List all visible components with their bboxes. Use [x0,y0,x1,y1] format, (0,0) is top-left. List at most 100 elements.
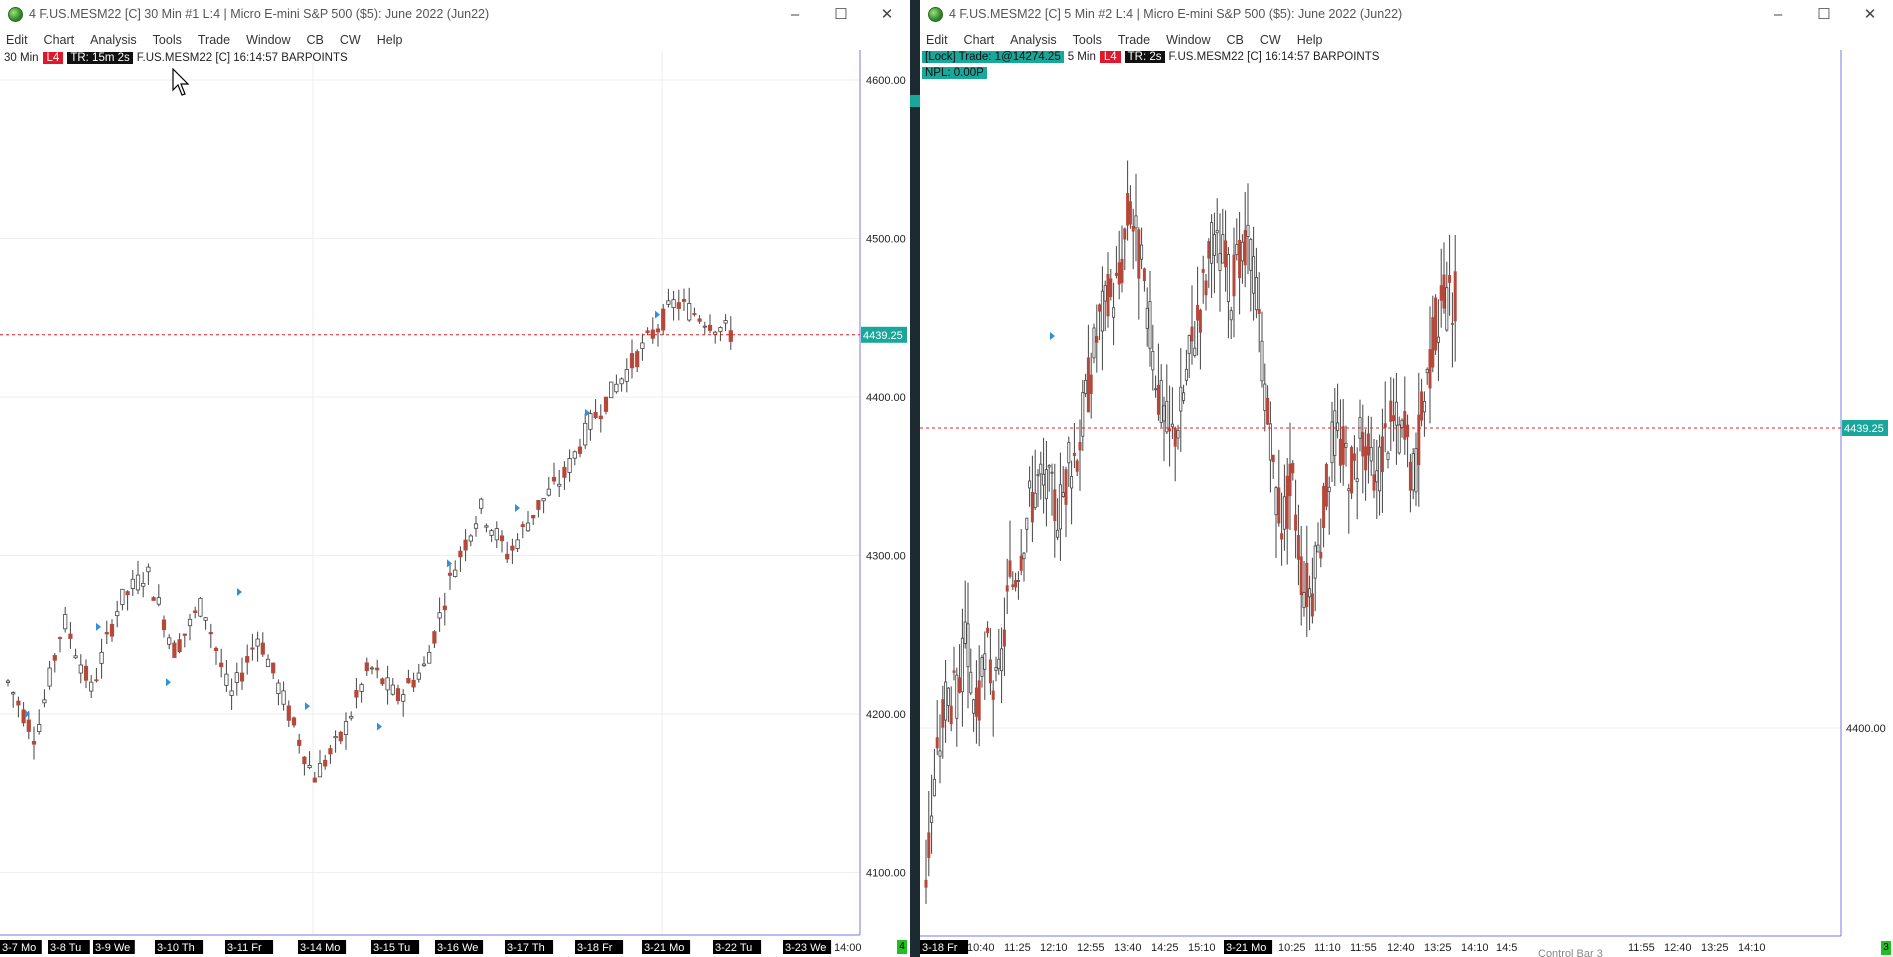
maximize-icon[interactable]: ☐ [834,6,848,23]
menu-analysis[interactable]: Analysis [1010,32,1057,47]
candle [52,655,57,661]
date-label-bg [155,940,204,954]
candle [1002,629,1006,647]
candle [1254,277,1258,311]
date-label-bg [225,940,274,954]
menu-tools[interactable]: Tools [152,32,182,47]
minimize-icon[interactable]: – [1773,5,1783,23]
time-axis-label: 14:10 [1738,942,1766,954]
candle [1061,492,1065,497]
candle [930,815,934,823]
candle [1000,648,1004,672]
window-divider[interactable] [910,0,920,957]
candle [78,664,83,674]
candle [1140,244,1144,260]
candle [531,514,536,519]
menu-chart[interactable]: Chart [963,32,995,47]
menu-cw[interactable]: CW [1259,32,1281,47]
candle [1422,401,1426,413]
candle [935,737,939,749]
candle [1207,241,1211,259]
candle [297,739,302,746]
candle [141,582,146,587]
candle [1176,429,1180,439]
lock-trade-badge[interactable]: [Lock] Trade: 1@14274.25 [922,50,1064,63]
time-axis-label: 11:10 [1314,942,1341,954]
candle [260,642,265,655]
candle [130,578,135,589]
menu-edit[interactable]: Edit [6,32,28,47]
candle [1294,514,1298,531]
candle [1044,469,1048,500]
candle [977,680,981,721]
candle [1355,478,1359,483]
candle [406,678,411,684]
candle [1081,392,1085,437]
candle [603,396,609,412]
candle [1344,442,1348,448]
candle [302,756,307,765]
candle [1338,438,1342,466]
candle [702,325,707,328]
close-icon[interactable]: ✕ [1863,6,1877,23]
candle [286,705,291,721]
candle [1112,307,1116,318]
date-axis-label: 3-15 Tu [373,942,410,954]
current-price-tag: 4439.25 [1844,423,1884,435]
maximize-icon[interactable]: ☐ [1817,6,1831,23]
menu-trade[interactable]: Trade [197,32,231,47]
candle [650,329,655,339]
close-icon[interactable]: ✕ [880,6,894,23]
candle [1148,301,1152,349]
candle [16,700,21,706]
candle [952,670,956,673]
title-bar[interactable]: 4 F.US.MESM22 [C] 30 Min #1 L:4 | Micro … [0,0,910,28]
menu-trade[interactable]: Trade [1117,32,1151,47]
price-chart-5min[interactable]: 4400.00 4439.25 3-18 Fr 10:40 11:25 12:10 12:5… [920,0,1893,957]
candle [395,688,401,702]
title-bar[interactable]: 4 F.US.MESM22 [C] 5 Min #2 L:4 | Micro E… [920,0,1893,28]
candle [120,588,125,605]
date-axis-label: 3-23 We [785,942,826,954]
time-axis-label: 14:5 [1496,942,1517,954]
candle [1210,222,1214,264]
candle [960,637,964,693]
menu-edit[interactable]: Edit [926,32,948,47]
menu-help[interactable]: Help [1296,32,1323,47]
candle [1288,463,1292,497]
candle [104,632,109,635]
candle [250,647,255,650]
date-label-bg [642,940,691,954]
menu-tools[interactable]: Tools [1072,32,1102,47]
candle [974,687,978,717]
menu-cb[interactable]: CB [306,32,324,47]
candle [364,662,369,672]
candle [401,694,406,702]
candle [1319,551,1323,559]
menu-cb[interactable]: CB [1226,32,1244,47]
candle [1117,262,1121,285]
menu-chart[interactable]: Chart [43,32,75,47]
candle [1380,436,1384,473]
minimize-icon[interactable]: – [790,5,800,23]
menu-cw[interactable]: CW [339,32,361,47]
candle [1232,254,1236,297]
interval-label: 30 Min [4,51,39,64]
signal-marker [1050,332,1055,340]
menu-help[interactable]: Help [376,32,403,47]
candle [1221,234,1225,264]
candle [343,721,349,736]
menu-window[interactable]: Window [246,32,291,47]
menu-analysis[interactable]: Analysis [90,32,137,47]
candle [510,545,515,551]
price-chart-30min[interactable]: 4600.00 4500.00 4400.00 4300.00 4200.00 4100.… [0,0,910,957]
candle [1120,258,1124,284]
menu-window[interactable]: Window [1166,32,1211,47]
candle [1240,241,1244,262]
candle [1212,234,1216,256]
candle [1098,304,1102,312]
date-axis-label: 3-14 Mo [300,942,340,954]
candle [385,677,390,691]
candle [635,351,640,368]
candle [1014,579,1018,588]
